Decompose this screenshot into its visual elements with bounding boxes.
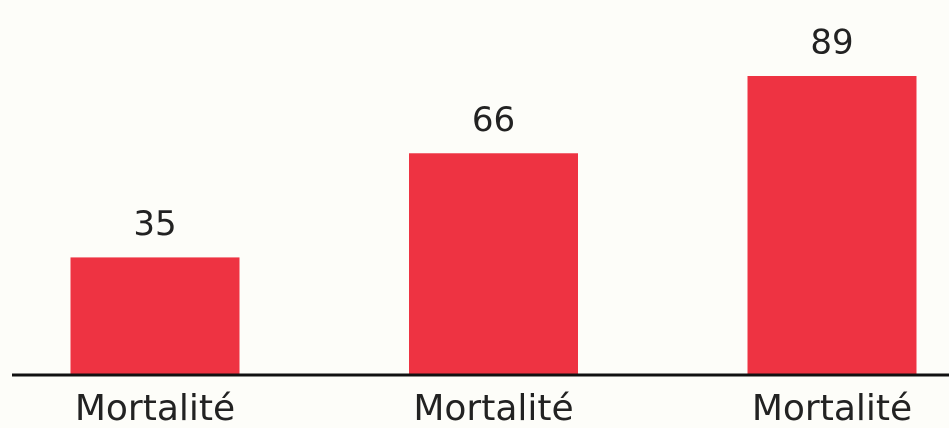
bar	[409, 153, 578, 375]
x-tick-label: Mortalité	[75, 388, 235, 428]
bar	[747, 76, 917, 375]
value-label: 35	[133, 204, 176, 244]
value-label: 66	[472, 100, 515, 140]
bar	[70, 257, 240, 375]
value-label: 89	[810, 23, 853, 63]
x-tick-label: Mortalité	[752, 388, 912, 428]
x-tick-label: Mortalité	[413, 388, 573, 428]
